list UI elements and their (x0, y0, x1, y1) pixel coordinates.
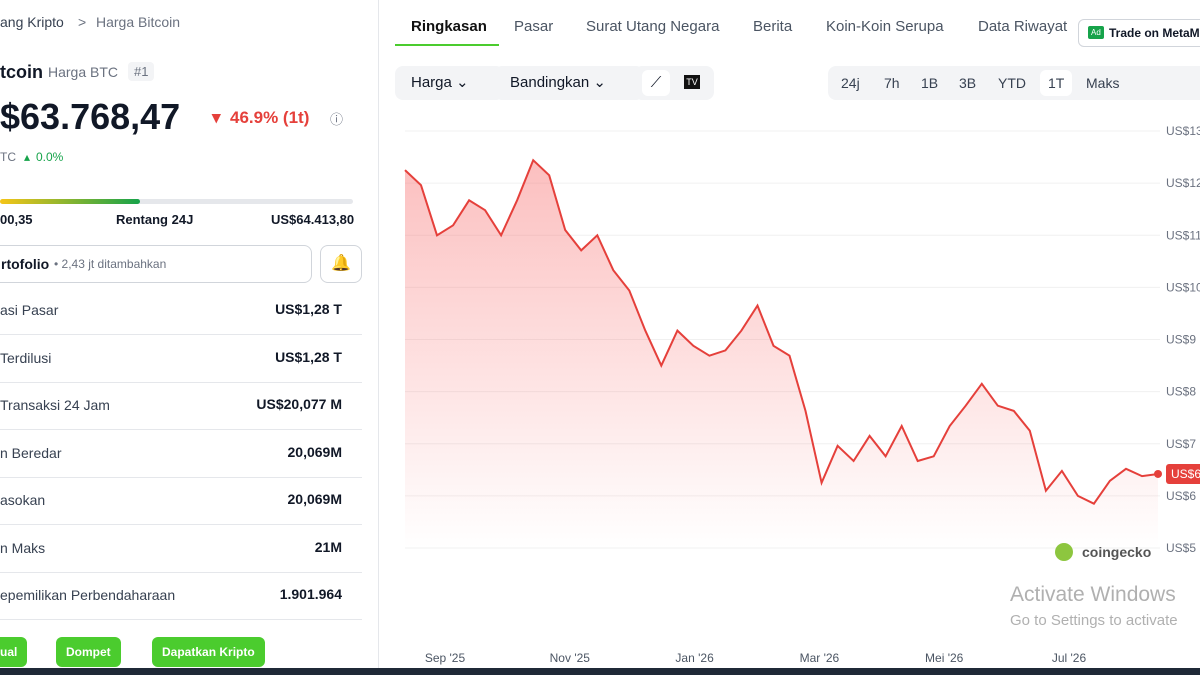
stat-row: n Beredar 20,069M (0, 430, 362, 478)
tab[interactable]: Data Riwayat (978, 18, 1068, 35)
range-option[interactable]: 24j (841, 75, 860, 91)
ad[interactable]: Trade on MetaM (1078, 19, 1200, 47)
y-tick-label: US$8 (1166, 385, 1196, 399)
price-area (405, 160, 1158, 548)
tab[interactable]: Surat Utang Negara (586, 18, 720, 35)
chart-type[interactable]: ⟋ TV (634, 66, 714, 100)
portfolio-label: rtofolio (1, 256, 50, 272)
x-tick-label: Sep '25 (425, 651, 466, 665)
breadcrumb[interactable]: ang Kripto (0, 14, 64, 30)
price-line (404, 158, 1159, 505)
stat-label: asokan (0, 492, 46, 508)
windows-title: Activate Windows (1010, 583, 1176, 606)
btc-change: 0.0% (36, 150, 64, 164)
y-tick-label: US$11 (1166, 228, 1200, 242)
stat-value: US$1,28 T (275, 301, 342, 317)
stat-value: 1.901.964 (279, 586, 342, 602)
range-option[interactable]: YTD (998, 75, 1026, 91)
current-label: US$6 (1171, 467, 1200, 481)
y-tick-label: US$6 (1166, 489, 1196, 503)
range-label: Rentang 24J (116, 212, 194, 227)
stat-value: US$20,077 M (256, 396, 342, 412)
breadcrumb[interactable]: Harga Bitcoin (96, 14, 181, 30)
y-tick-label: US$9 (1166, 333, 1196, 347)
stat-label: epemilikan Perbendaharaan (0, 587, 176, 603)
stat-row: n Maks 21M (0, 525, 362, 573)
action-button[interactable]: Dompet (56, 637, 121, 667)
stat-value: 20,069M (287, 491, 342, 507)
range-option[interactable]: 1B (921, 75, 939, 91)
stat-value: US$1,28 T (275, 348, 342, 365)
stat-row: Transaksi 24 Jam US$20,077 M (0, 382, 362, 430)
alert-button[interactable]: 🔔 (320, 245, 362, 283)
stat-label: asi Pasar (0, 302, 59, 318)
stat-row: asokan 20,069M (0, 477, 362, 525)
rank: #1 (128, 62, 155, 81)
current-dot (1154, 469, 1162, 478)
range-high: US$64.413,80 (271, 212, 355, 227)
btc-label: TC (0, 150, 16, 164)
y-tick-label: US$5 (1166, 541, 1196, 555)
tab[interactable]: Ringkasan (411, 18, 487, 35)
y-tick-label: US$10 (1166, 280, 1200, 294)
stat-label: Transaksi 24 Jam (0, 397, 110, 413)
range-low: 00,35 (0, 212, 33, 227)
price: $63.768,47 (0, 96, 181, 137)
windows-subtitle: Go to Settings to activate (1010, 612, 1178, 629)
stat-row: epemilikan Perbendaharaan 1.901.964 (0, 572, 362, 620)
x-tick-label: Mei '26 (925, 651, 964, 665)
stat-row: Terdilusi US$1,28 T (0, 335, 362, 383)
compare-dropdown[interactable]: Bandingkan ⌄ (494, 66, 644, 100)
price-dropdown[interactable]: Harga ⌄ (395, 66, 504, 100)
watermark: coingecko (1082, 544, 1151, 560)
tab[interactable]: Berita (753, 18, 793, 35)
compare-label: Bandingkan (510, 74, 590, 91)
x-tick-label: Nov '25 (550, 651, 591, 665)
y-tick-label: US$7 (1166, 437, 1196, 451)
range-option[interactable]: 3B (959, 75, 977, 91)
portfolio-button[interactable]: rtofolio • 2,43 jt ditambahkan (0, 245, 312, 283)
y-tick-label: US$12 (1166, 176, 1200, 190)
stat-value: 21M (314, 538, 342, 555)
price-label: Harga (411, 74, 452, 91)
x-tick-label: Mar '26 (800, 651, 840, 665)
range-option[interactable]: 1T (1040, 70, 1073, 96)
price-change: 46.9% (1t) (230, 108, 310, 127)
range-bar (828, 66, 1200, 100)
x-tick-label: Jan '26 (675, 651, 714, 665)
x-tick-label: Jul '26 (1052, 651, 1087, 665)
stat-label: n Beredar (0, 444, 62, 461)
y-tick-label: US$13 (1166, 124, 1200, 138)
coin-name: tcoin (0, 62, 43, 82)
portfolio-added: • 2,43 jt ditambahkan (54, 257, 167, 271)
current-tag (1166, 463, 1200, 484)
stat-label: Terdilusi (0, 349, 52, 366)
coin-symbol: Harga BTC (48, 64, 119, 80)
range-option[interactable]: Maks (1086, 75, 1120, 91)
logo (1055, 543, 1073, 561)
tab[interactable]: Koin-Koin Serupa (826, 18, 944, 35)
action-button[interactable]: ual (0, 637, 28, 667)
stat-label: n Maks (0, 539, 46, 556)
action-button[interactable]: Dapatkan Kripto (152, 637, 265, 667)
stat-row: asi Pasar US$1,28 T (0, 287, 362, 335)
tab[interactable]: Pasar (514, 18, 554, 35)
stat-value: 20,069M (287, 443, 342, 460)
range-option[interactable]: 7h (884, 75, 900, 91)
